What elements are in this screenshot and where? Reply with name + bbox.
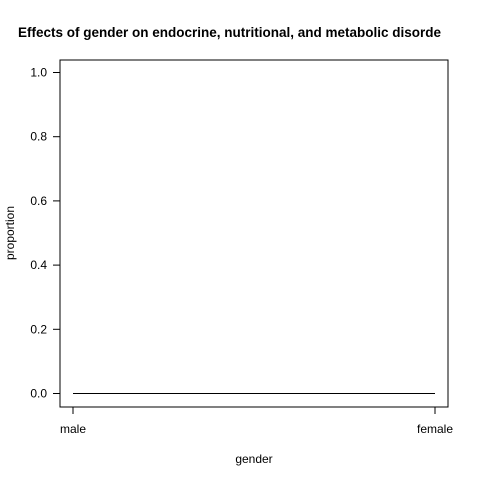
y-axis-label: proportion: [3, 206, 17, 260]
plot-box: [59, 59, 449, 408]
y-tick-label: 0.0: [30, 387, 47, 401]
chart-title: Effects of gender on endocrine, nutritio…: [18, 25, 442, 40]
x-axis: male female: [60, 406, 453, 436]
y-tick-label: 1.0: [30, 66, 47, 80]
x-tick-label: female: [417, 422, 453, 436]
y-axis: 0.0 0.2 0.4 0.6 0.8 1.0: [30, 66, 61, 401]
y-tick-label: 0.2: [30, 322, 47, 336]
y-tick-label: 0.6: [30, 194, 47, 208]
x-tick-label: male: [60, 422, 86, 436]
y-tick-label: 0.4: [30, 258, 47, 272]
y-tick-label: 0.8: [30, 130, 47, 144]
x-axis-label: gender: [235, 452, 272, 466]
